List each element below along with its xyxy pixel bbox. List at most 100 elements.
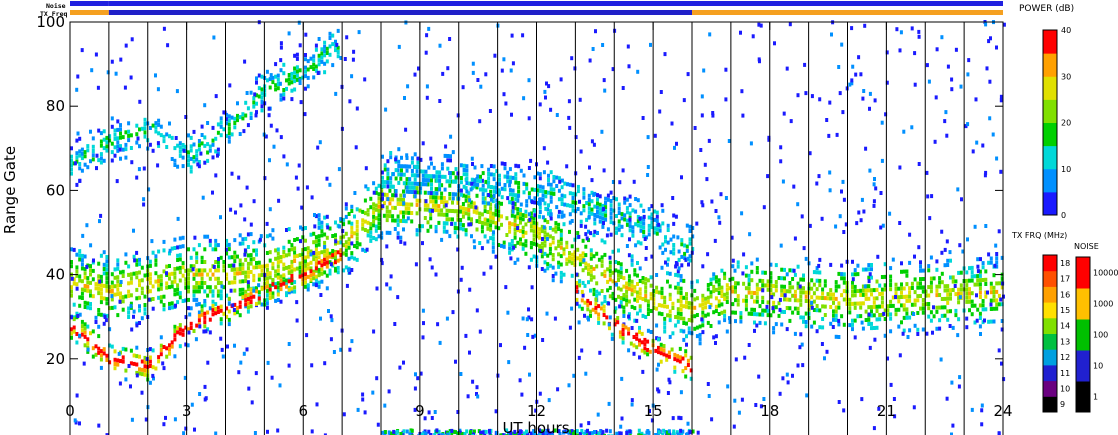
heat-cell-4297	[913, 82, 917, 87]
heat-cell-3910	[925, 63, 929, 68]
txfreq-color-0	[1043, 396, 1057, 413]
heat-cell-3881	[323, 433, 327, 435]
heat-cell-3986	[512, 245, 516, 250]
heat-cell-3780	[387, 389, 391, 394]
heat-cell-3271	[563, 181, 567, 186]
heat-cell-4565	[472, 429, 476, 434]
heat-cell-4334	[999, 169, 1003, 174]
heat-cell-1326	[619, 304, 623, 309]
heat-cell-367	[222, 268, 226, 273]
heat-cell-85	[102, 296, 106, 301]
heat-cell-3060	[430, 174, 433, 179]
heat-cell-3964	[76, 131, 80, 136]
heat-cell-874	[431, 203, 435, 208]
heat-cell-1061	[508, 221, 512, 226]
power-color-4	[1043, 99, 1057, 123]
heat-cell-2869	[265, 69, 269, 74]
heat-cell-1576	[723, 313, 727, 318]
heat-cell-3055	[427, 165, 431, 170]
heat-cell-2435	[279, 282, 283, 287]
heat-cell-2534	[594, 297, 598, 302]
heat-cell-4106	[925, 331, 929, 336]
heat-cell-2486	[320, 259, 324, 264]
heat-cell-2770	[189, 165, 193, 170]
heat-cell-3088	[451, 192, 455, 197]
heat-cell-2719	[140, 126, 144, 131]
heat-cell-2161	[978, 303, 982, 308]
heat-cell-3423	[650, 212, 654, 217]
heat-cell-4104	[350, 241, 354, 246]
heat-cell-3302	[587, 210, 591, 215]
heat-cell-2511	[575, 285, 579, 290]
heat-cell-918	[448, 196, 452, 201]
heat-cell-59	[91, 268, 95, 273]
heat-cell-689	[353, 256, 356, 261]
heat-cell-3952	[803, 62, 807, 67]
heat-cell-1031	[491, 199, 495, 204]
heat-cell-1104	[521, 213, 525, 218]
heat-cell-1780	[812, 270, 816, 275]
heat-cell-3949	[297, 20, 301, 25]
heat-cell-1078	[513, 218, 517, 223]
heat-cell-3803	[975, 140, 979, 145]
heat-cell-2015	[913, 302, 917, 307]
heat-cell-2943	[320, 59, 324, 64]
heat-cell-1079	[513, 214, 517, 219]
heat-cell-1410	[652, 305, 656, 310]
heat-cell-600	[317, 284, 321, 289]
heat-cell-2496	[328, 254, 332, 259]
heat-cell-474	[265, 288, 269, 293]
heat-cell-4337	[394, 157, 398, 162]
heat-cell-2460	[304, 272, 307, 277]
heat-cell-3383	[628, 219, 632, 224]
heat-cell-2205	[995, 281, 999, 286]
heat-cell-3102	[459, 176, 463, 180]
heat-cell-1620	[744, 273, 748, 278]
heat-cell-1884	[859, 305, 863, 310]
heat-cell-1552	[712, 276, 716, 281]
heat-cell-3836	[406, 84, 410, 89]
heat-cell-3380	[625, 197, 629, 202]
heat-cell-687	[350, 209, 354, 213]
y-tick-label-3: 60	[46, 181, 65, 199]
heat-cell-2338	[181, 328, 185, 333]
heat-cell-3900	[686, 421, 690, 426]
heat-cell-1577	[723, 309, 727, 314]
heat-cell-3561	[798, 284, 802, 289]
heat-cell-2079	[940, 297, 944, 301]
heat-cell-1395	[644, 285, 648, 290]
heat-cell-1737	[796, 285, 800, 290]
heat-cell-2	[70, 289, 73, 294]
heat-cell-4263	[257, 283, 261, 288]
heat-cell-4716	[458, 430, 462, 435]
heat-cell-1844	[842, 280, 846, 285]
heat-cell-2484	[320, 267, 324, 272]
heat-cell-1331	[619, 270, 623, 275]
heat-cell-769	[385, 209, 389, 214]
heat-cell-537	[290, 289, 294, 294]
heat-cell-1024	[491, 245, 495, 250]
heat-cell-3211	[530, 187, 534, 192]
heat-cell-3962	[696, 430, 700, 435]
heat-cell-3464	[680, 254, 684, 259]
heat-cell-2835	[238, 115, 242, 120]
heat-cell-154	[129, 272, 133, 277]
heat-cell-2840	[246, 123, 250, 128]
heat-cell-3486	[347, 256, 351, 261]
heat-cell-3583	[545, 311, 549, 316]
heat-cell-2951	[323, 44, 327, 49]
heat-cell-3707	[95, 166, 98, 171]
heat-cell-3293	[579, 211, 583, 216]
heat-cell-4181	[872, 182, 876, 187]
heat-cell-1225	[570, 256, 574, 261]
heat-cell-1241	[578, 262, 582, 267]
heat-cell-3234	[541, 185, 545, 190]
heat-cell-1531	[701, 264, 705, 269]
heat-cell-3811	[538, 102, 542, 107]
heat-cell-1338	[622, 297, 626, 302]
heat-cell-1611	[739, 311, 743, 316]
heat-cell-777	[388, 201, 392, 206]
heat-cell-4002	[926, 194, 930, 199]
heat-cell-1756	[804, 311, 808, 316]
heat-cell-2047	[927, 306, 931, 311]
